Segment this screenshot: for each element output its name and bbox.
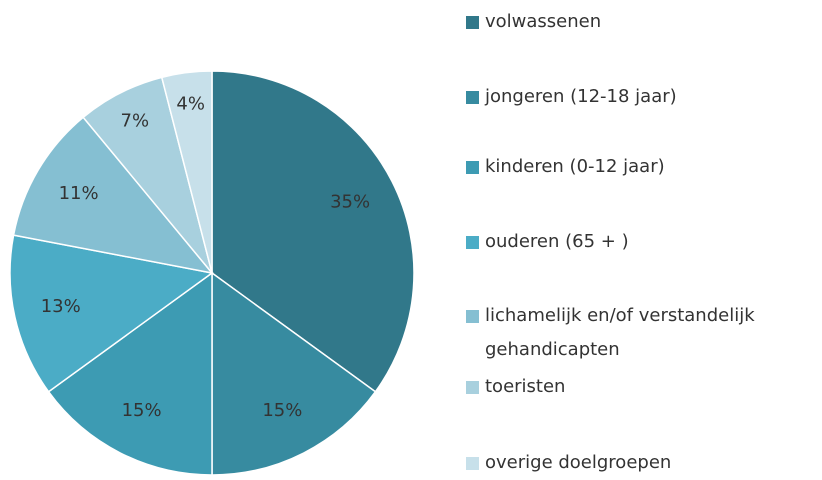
legend-item: overige doelgroepen [466,446,822,480]
legend-item: volwassenen [466,5,822,39]
legend-item: lichamelijk en/of verstandelijk gehandic… [466,299,822,367]
pie-slice [211,70,415,393]
pie-slice [211,271,377,475]
pie-slice [47,271,213,475]
legend-label: ouderen (65 + ) [485,231,629,252]
data-label: 13% [41,296,81,317]
data-label: 4% [176,93,205,114]
legend-item: ouderen (65 + ) [466,225,822,259]
data-label: 7% [121,111,150,132]
pie-slice [9,234,214,393]
legend-swatch [466,457,479,470]
data-label: 15% [122,400,162,421]
legend-swatch [466,16,479,29]
data-label: 15% [262,400,302,421]
legend-label: kinderen (0-12 jaar) [485,156,665,177]
legend-label: lichamelijk en/of verstandelijk gehandic… [485,305,755,360]
legend-item: kinderen (0-12 jaar) [466,150,822,184]
legend-item: toeristen [466,370,822,404]
pie-slice [12,116,214,275]
legend-swatch [466,310,479,323]
legend-label: toeristen [485,376,566,397]
data-label: 35% [330,192,370,213]
pie-area: 35% 15% 15% 13% 11% 7% 4% [9,70,415,475]
legend-swatch [466,236,479,249]
legend-swatch [466,91,479,104]
legend-label: jongeren (12-18 jaar) [485,86,677,107]
legend-swatch [466,381,479,394]
pie-slice [160,70,213,274]
legend-label: overige doelgroepen [485,452,672,473]
legend-item: jongeren (12-18 jaar) [466,80,822,114]
legend-swatch [466,161,479,174]
data-label: 11% [59,183,99,204]
legend-label: volwassenen [485,11,602,32]
